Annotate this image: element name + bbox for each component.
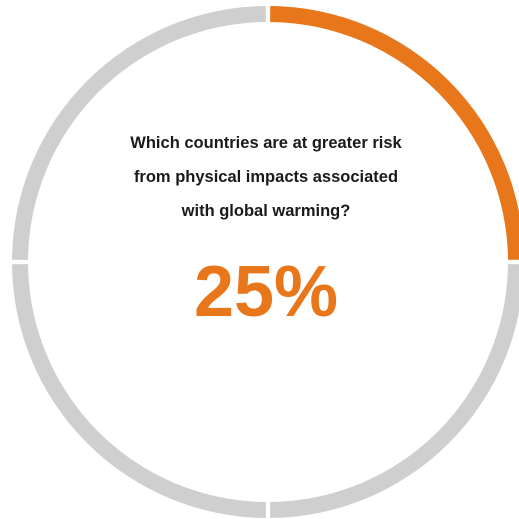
donut-segment-track [12, 6, 266, 260]
question-line-3: with global warming? [181, 202, 351, 220]
question-text: Which countries are at greater risk from… [84, 126, 448, 228]
donut-segment-highlight [270, 6, 519, 260]
donut-segment-track [12, 264, 266, 518]
percentage-value: 25% [193, 252, 339, 332]
donut-segment-track [270, 264, 519, 518]
question-line-2: from physical impacts associated [133, 168, 399, 186]
question-line-1: Which countries are at greater risk [130, 134, 402, 152]
